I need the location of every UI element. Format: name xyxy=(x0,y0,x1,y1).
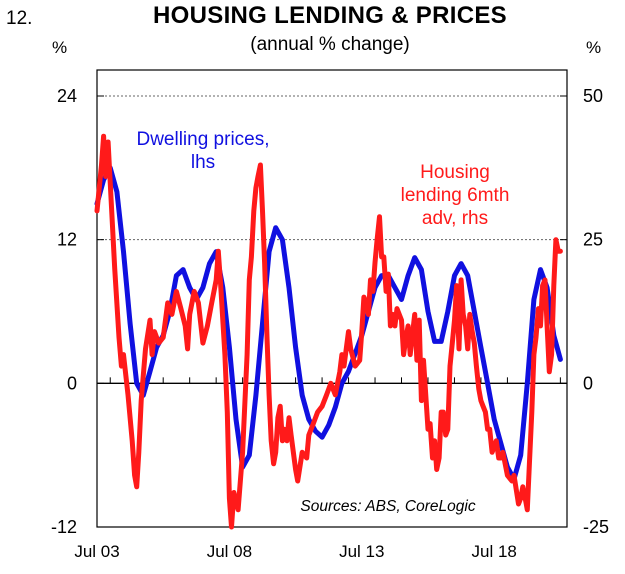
right-tick-label: 25 xyxy=(583,230,603,250)
chart-subtitle: (annual % change) xyxy=(250,34,410,55)
housing-lending-label: adv, rhs xyxy=(422,208,488,229)
left-tick-label: 0 xyxy=(67,373,77,393)
left-axis-unit: % xyxy=(52,38,68,57)
housing-lending-line xyxy=(94,133,563,530)
left-tick-label: 24 xyxy=(57,86,77,106)
x-tick-label: Jul 08 xyxy=(207,542,252,561)
housing-lending-label: lending 6mth xyxy=(401,185,510,206)
chart-number: 12. xyxy=(6,8,33,29)
right-tick-label: 0 xyxy=(583,373,593,393)
dwelling-prices-label: Dwelling prices, xyxy=(136,129,269,150)
gridlines xyxy=(97,95,567,241)
chart-title: HOUSING LENDING & PRICES xyxy=(153,2,507,29)
right-tick-label: 50 xyxy=(583,86,603,106)
x-tick-label: Jul 03 xyxy=(74,542,119,561)
left-tick-label: -12 xyxy=(51,517,77,537)
x-tick-label: Jul 18 xyxy=(471,542,516,561)
plot-frame xyxy=(96,69,568,528)
dwelling-prices-label: lhs xyxy=(191,152,215,173)
housing-lending-label: Housing xyxy=(420,162,490,183)
dwelling-prices-line xyxy=(94,165,563,482)
x-tick-label: Jul 13 xyxy=(339,542,384,561)
right-tick-label: -25 xyxy=(583,517,609,537)
axes: 24 12 0 -12 50 25 0 -25 Jul 03 Jul 08 Jul 13 Jul 18 xyxy=(51,86,609,561)
left-tick-label: 12 xyxy=(57,230,77,250)
right-axis-unit: % xyxy=(586,38,602,57)
series-lines xyxy=(94,133,563,530)
source-note: Sources: ABS, CoreLogic xyxy=(300,498,475,515)
